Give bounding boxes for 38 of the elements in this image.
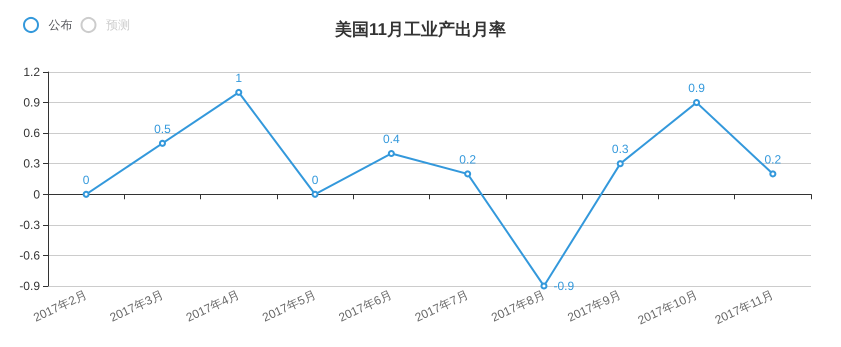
point xyxy=(693,99,700,106)
y-tick-label: 1.2 xyxy=(23,65,40,79)
data-label: 0 xyxy=(82,172,90,187)
data-label: 0 xyxy=(312,172,319,187)
x-tick-label: 2017年11月 xyxy=(712,288,776,328)
point xyxy=(82,190,90,198)
y-tick-label: 0.9 xyxy=(23,96,40,110)
chart-title: 美国11月工业产出月率 xyxy=(334,20,506,39)
x-tick-label: 2017年10月 xyxy=(636,288,700,328)
data-label: 0.2 xyxy=(764,152,782,166)
data-label: 1 xyxy=(235,70,242,85)
y-tick-label: -0.9 xyxy=(19,279,40,293)
point xyxy=(388,150,395,158)
data-label: 0.9 xyxy=(688,81,706,96)
y-tick-label: 0 xyxy=(33,187,40,202)
y-tick-label: -0.6 xyxy=(19,248,40,262)
x-tick-label: 2017年7月 xyxy=(412,288,471,325)
data-label: 0.5 xyxy=(154,122,172,136)
y-tick-label: 0.6 xyxy=(23,126,40,140)
point xyxy=(540,282,548,290)
data-label: 0.4 xyxy=(383,132,400,146)
point xyxy=(769,170,776,178)
x-tick-label: 2017年3月 xyxy=(108,288,166,325)
data-label: -0.9 xyxy=(553,279,574,293)
x-tick-label: 2017年5月 xyxy=(260,288,318,325)
point xyxy=(235,88,242,96)
data-label: 0.2 xyxy=(459,152,476,166)
x-tick-label: 2017年6月 xyxy=(336,288,394,325)
point xyxy=(312,190,319,198)
data-label: 0.3 xyxy=(612,142,629,156)
point xyxy=(158,140,166,147)
legend-label: 公布 xyxy=(48,18,72,32)
point xyxy=(616,160,624,168)
y-tick-label: 0.3 xyxy=(23,156,40,171)
x-tick-label: 2017年8月 xyxy=(489,288,547,325)
y-tick-label: -0.3 xyxy=(19,218,40,232)
point xyxy=(464,170,472,178)
x-tick-label: 2017年4月 xyxy=(184,288,242,325)
